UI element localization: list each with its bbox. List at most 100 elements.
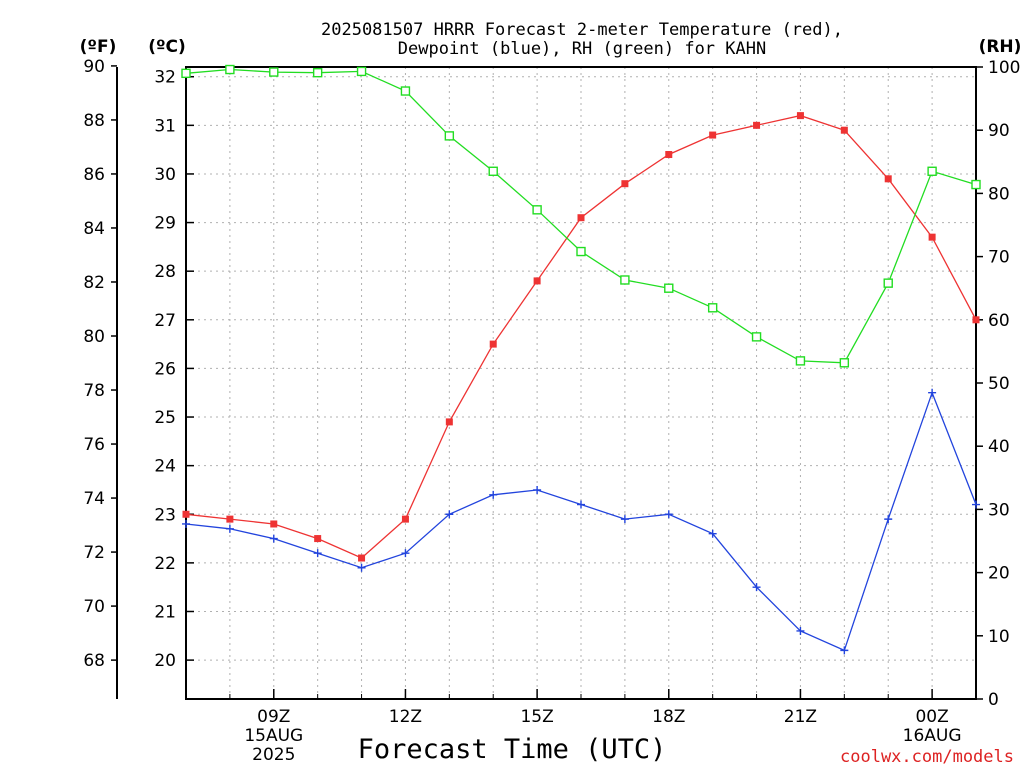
dewpoint-point (796, 626, 805, 635)
rh-tick-label: 30 (988, 500, 1010, 520)
dewpoint-point (401, 549, 410, 558)
celsius-tick-label: 25 (154, 408, 176, 428)
celsius-tick-label: 21 (154, 602, 176, 622)
celsius-tick-label: 22 (154, 554, 176, 574)
temperature-point (489, 340, 497, 348)
time-tick-label: 15Z (520, 707, 553, 727)
fahrenheit-axis: 68 70 72 74 76 78 80 82 84 86 88 90 (83, 57, 117, 671)
celsius-tick-label: 29 (154, 214, 176, 234)
rh-point (576, 246, 586, 257)
rh-tick-label: 70 (988, 248, 1010, 268)
chart-title-line-1: 2025081507 HRRR Forecast 2-meter Tempera… (321, 20, 843, 40)
dewpoint-point (533, 485, 542, 494)
rh-point (400, 86, 411, 96)
celsius-tick-label: 27 (154, 311, 176, 331)
rh-series (181, 64, 981, 368)
rh-point (751, 332, 762, 342)
dewpoint-point (313, 549, 322, 558)
temperature-point (796, 112, 804, 120)
temperature-point (928, 233, 936, 241)
temperature-point (358, 554, 366, 562)
rh-point (707, 303, 718, 313)
temperature-point (577, 214, 585, 222)
celsius-tick-label: 30 (154, 165, 176, 185)
dewpoint-point (884, 515, 893, 524)
celsius-tick-label: 32 (154, 68, 176, 88)
dewpoint-point (708, 529, 717, 538)
temperature-point (182, 510, 190, 518)
fahrenheit-tick-label: 82 (83, 273, 105, 293)
rh-unit-label: (RH) (979, 37, 1022, 57)
fahrenheit-unit-label: (ºF) (80, 37, 117, 57)
series-layer (181, 64, 981, 655)
year-label: 2025 (252, 745, 295, 765)
dewpoint-point (752, 583, 761, 592)
time-tick-label: 21Z (784, 707, 817, 727)
dewpoint-point (972, 500, 980, 509)
fahrenheit-tick-label: 70 (83, 597, 105, 617)
rh-point (312, 67, 323, 78)
celsius-tick-label: 31 (154, 116, 176, 136)
fahrenheit-tick-label: 90 (83, 57, 105, 77)
fahrenheit-tick-label: 80 (83, 327, 105, 347)
rh-point (532, 205, 542, 215)
rh-tick-label: 10 (988, 627, 1010, 647)
fahrenheit-tick-label: 78 (83, 381, 105, 401)
grid-lines (186, 67, 976, 699)
rh-tick-label: 60 (988, 311, 1010, 331)
rh-tick-label: 90 (988, 121, 1010, 141)
fahrenheit-tick-label: 76 (83, 435, 105, 455)
celsius-tick-label: 28 (154, 262, 176, 282)
rh-point (225, 64, 235, 75)
temperature-point (665, 151, 673, 159)
fahrenheit-tick-label: 86 (83, 165, 105, 185)
celsius-unit-label: (ºC) (148, 37, 186, 57)
time-tick-label: 18Z (652, 707, 685, 727)
time-tick-label: 12Z (389, 707, 422, 727)
rh-point (488, 166, 498, 176)
chart-title-line-2: Dewpoint (blue), RH (green) for KAHN (398, 39, 766, 59)
dewpoint-point (225, 524, 234, 533)
fahrenheit-tick-label: 72 (83, 543, 105, 563)
time-tick-label: 09Z (257, 707, 290, 727)
celsius-tick-label: 20 (154, 651, 176, 671)
celsius-tick-label: 23 (154, 505, 176, 525)
celsius-axis: 20 21 22 23 24 25 26 27 28 29 30 31 32 (154, 68, 194, 671)
temperature-point (972, 316, 980, 324)
fahrenheit-tick-label: 74 (83, 489, 105, 509)
dewpoint-point (928, 388, 937, 397)
rh-tick-label: 40 (988, 437, 1010, 457)
dewpoint-point (577, 500, 585, 509)
temperature-point (401, 515, 409, 523)
rh-tick-label: 100 (988, 58, 1020, 78)
rh-tick-label: 20 (988, 564, 1010, 584)
fahrenheit-tick-label: 88 (83, 111, 105, 131)
rh-point (181, 68, 191, 79)
dewpoint-point (269, 534, 278, 543)
temperature-point (753, 121, 761, 129)
dewpoint-point (445, 510, 454, 519)
temperature-point (270, 520, 278, 528)
x-axis-title: Forecast Time (UTC) (358, 734, 667, 765)
celsius-tick-label: 26 (154, 359, 176, 379)
temperature-point (884, 175, 892, 183)
dewpoint-series (182, 388, 980, 655)
rh-tick-label: 50 (988, 374, 1010, 394)
dewpoint-line (185, 390, 977, 652)
fahrenheit-tick-label: 84 (83, 219, 105, 239)
dewpoint-point (357, 563, 366, 572)
temperature-point (314, 535, 322, 543)
temperature-point (621, 180, 629, 188)
rh-point (927, 166, 937, 176)
temperature-point (226, 515, 234, 523)
time-tick-label: 00Z (915, 707, 948, 727)
rh-point (444, 131, 455, 141)
credit-text: coolwx.com/models (840, 747, 1014, 767)
dewpoint-point (489, 490, 498, 499)
rh-point (971, 179, 981, 190)
date-label: 15AUG (244, 726, 303, 746)
temperature-series (182, 112, 980, 562)
dewpoint-point (620, 515, 629, 524)
